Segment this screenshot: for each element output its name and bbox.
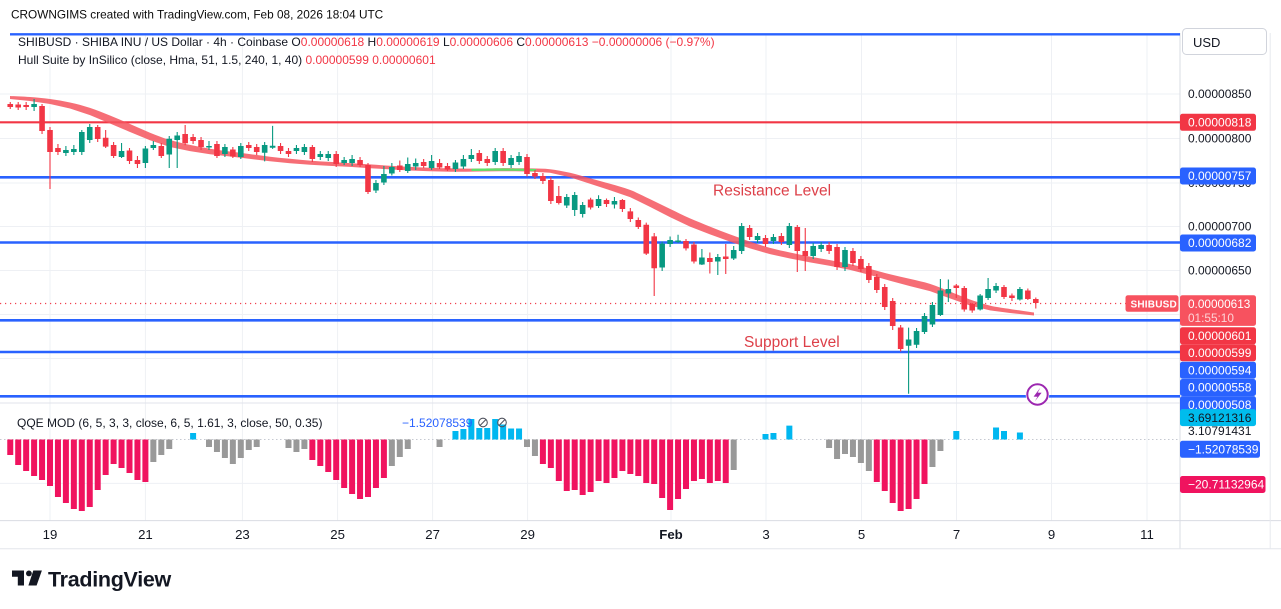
- svg-text:0.00000682: 0.00000682: [1188, 236, 1252, 250]
- svg-text:9: 9: [1048, 527, 1055, 542]
- svg-text:0.00000594: 0.00000594: [1188, 363, 1252, 377]
- svg-text:23: 23: [235, 527, 250, 542]
- svg-text:19: 19: [43, 527, 58, 542]
- svg-text:27: 27: [425, 527, 440, 542]
- svg-text:3.69121316: 3.69121316: [1188, 411, 1252, 425]
- svg-text:01:55:10: 01:55:10: [1188, 311, 1234, 325]
- svg-text:21: 21: [138, 527, 153, 542]
- svg-text:−1.52078539: −1.52078539: [402, 416, 473, 430]
- svg-text:5: 5: [858, 527, 865, 542]
- svg-text:Support Level: Support Level: [744, 334, 840, 351]
- svg-text:0.00000508: 0.00000508: [1188, 398, 1252, 412]
- svg-text:0.00000800: 0.00000800: [1188, 132, 1252, 146]
- svg-text:Resistance Level: Resistance Level: [713, 183, 831, 200]
- svg-text:−20.71132964: −20.71132964: [1188, 478, 1265, 492]
- svg-text:0.00000601: 0.00000601: [1188, 329, 1252, 343]
- svg-text:0.00000818: 0.00000818: [1188, 116, 1252, 130]
- svg-text:0.00000850: 0.00000850: [1188, 87, 1252, 101]
- svg-text:0.00000613: 0.00000613: [1188, 297, 1251, 311]
- svg-text:0.00000700: 0.00000700: [1188, 220, 1252, 234]
- svg-text:QQE MOD (6, 5, 3, 3, close, 6,: QQE MOD (6, 5, 3, 3, close, 6, 5, 1.61, …: [17, 416, 322, 430]
- svg-text:0.00000558: 0.00000558: [1188, 381, 1252, 395]
- svg-text:0.00000757: 0.00000757: [1188, 169, 1252, 183]
- svg-text:SHIBUSD: SHIBUSD: [1131, 299, 1177, 310]
- svg-text:29: 29: [520, 527, 535, 542]
- svg-text:USD: USD: [1193, 35, 1220, 50]
- svg-text:−1.52078539: −1.52078539: [1188, 443, 1259, 457]
- svg-text:11: 11: [1140, 527, 1154, 542]
- svg-text:3.10791431: 3.10791431: [1188, 424, 1252, 438]
- svg-text:Feb: Feb: [659, 527, 682, 542]
- svg-text:0.00000599: 0.00000599: [1188, 346, 1252, 360]
- svg-text:TradingView: TradingView: [48, 568, 172, 592]
- svg-text:3: 3: [762, 527, 769, 542]
- svg-text:SHIBUSD · SHIBA INU / US Dolla: SHIBUSD · SHIBA INU / US Dollar · 4h · C…: [18, 35, 715, 49]
- svg-text:7: 7: [953, 527, 960, 542]
- svg-text:Hull Suite by InSilico (close,: Hull Suite by InSilico (close, Hma, 51, …: [18, 53, 436, 67]
- svg-text:CROWNGIMS created with Trading: CROWNGIMS created with TradingView.com, …: [11, 8, 384, 22]
- svg-text:25: 25: [330, 527, 345, 542]
- svg-text:0.00000650: 0.00000650: [1188, 264, 1252, 278]
